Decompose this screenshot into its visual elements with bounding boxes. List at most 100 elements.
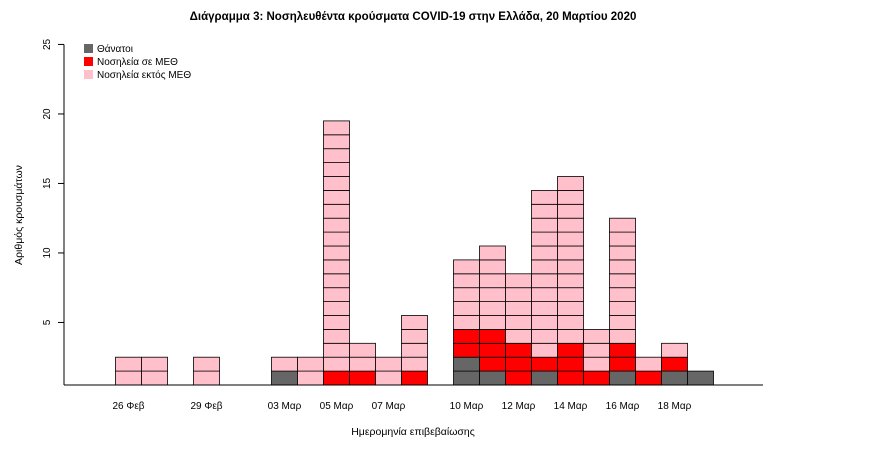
bar-segment-ward xyxy=(271,356,298,372)
x-tick-label: 29 Φεβ xyxy=(190,401,222,412)
bar-segment-ward xyxy=(453,287,480,303)
legend-label-deaths: Θάνατοι xyxy=(97,43,133,55)
y-tick-label: 15 xyxy=(42,177,53,189)
bar-segment-ward xyxy=(323,287,350,303)
bar-segment-ward xyxy=(349,356,376,372)
legend: Θάνατοι Νοσηλεία σε ΜΕΘ Νοσηλεία εκτός Μ… xyxy=(84,43,191,81)
bar-stack xyxy=(479,245,506,386)
bars xyxy=(115,120,714,386)
bar-segment-ward xyxy=(609,259,636,275)
bar-segment-icu xyxy=(453,328,480,344)
legend-swatch-ward xyxy=(84,70,93,79)
bar-segment-ward xyxy=(557,315,584,330)
bar-segment-deaths xyxy=(687,370,714,386)
bar-segment-icu xyxy=(609,342,636,358)
legend-label-ward: Νοσηλεία εκτός ΜΕΘ xyxy=(97,69,191,81)
bar-segment-ward xyxy=(141,356,168,372)
bar-segment-ward xyxy=(531,342,558,358)
bar-segment-ward xyxy=(453,273,480,289)
bar-segment-ward xyxy=(401,342,428,358)
bar-stack xyxy=(661,342,688,386)
bar-segment-ward xyxy=(375,356,402,372)
bar-stack xyxy=(271,356,298,386)
bar-segment-icu xyxy=(583,370,610,386)
bar-segment-ward xyxy=(609,245,636,261)
bar-segment-ward xyxy=(323,120,350,136)
bar-segment-ward xyxy=(323,273,350,289)
bar-segment-deaths xyxy=(453,370,480,386)
bar-segment-ward xyxy=(323,231,350,247)
bar-segment-deaths xyxy=(661,370,688,386)
bar-segment-ward xyxy=(479,315,506,330)
bar-segment-ward xyxy=(557,176,584,191)
bar-segment-icu xyxy=(635,370,662,386)
bar-segment-ward xyxy=(531,203,558,219)
bar-segment-ward xyxy=(609,287,636,303)
bar-stack xyxy=(141,356,168,386)
bar-stack xyxy=(531,189,558,386)
bar-segment-icu xyxy=(505,370,532,386)
x-tick-label: 14 Μαρ xyxy=(554,401,588,412)
bar-stack xyxy=(401,315,428,386)
x-tick-label: 16 Μαρ xyxy=(606,401,640,412)
bar-segment-ward xyxy=(479,245,506,261)
bar-segment-icu xyxy=(557,342,584,358)
bar-segment-ward xyxy=(531,245,558,261)
bar-segment-icu xyxy=(401,370,428,386)
bar-segment-ward xyxy=(609,301,636,316)
y-tick-label: 20 xyxy=(42,108,53,120)
bar-segment-deaths xyxy=(531,370,558,386)
legend-label-icu: Νοσηλεία σε ΜΕΘ xyxy=(97,56,178,68)
bar-segment-ward xyxy=(323,315,350,330)
bar-segment-ward xyxy=(557,203,584,219)
bar-segment-ward xyxy=(609,315,636,330)
bar-segment-ward xyxy=(609,217,636,233)
bar-stack xyxy=(583,328,610,386)
y-tick-label: 5 xyxy=(42,319,53,325)
bar-segment-ward xyxy=(557,328,584,344)
y-tick-label: 25 xyxy=(42,38,53,50)
bar-segment-ward xyxy=(323,259,350,275)
bar-segment-ward xyxy=(505,287,532,303)
bar-stack xyxy=(609,217,636,386)
x-tick-label: 18 Μαρ xyxy=(658,401,692,412)
bar-segment-icu xyxy=(557,370,584,386)
bar-stack xyxy=(297,356,324,386)
bar-segment-deaths xyxy=(453,356,480,372)
bar-segment-ward xyxy=(297,370,324,386)
bar-segment-ward xyxy=(193,356,220,372)
bar-segment-deaths xyxy=(271,370,298,386)
bar-stack xyxy=(323,120,350,386)
bar-segment-ward xyxy=(193,370,220,386)
bar-segment-ward xyxy=(583,342,610,358)
bar-segment-ward xyxy=(505,328,532,344)
legend-swatch-icu xyxy=(84,57,93,66)
bar-stack xyxy=(193,356,220,386)
bar-stack xyxy=(687,370,714,386)
x-axis: 26 Φεβ 29 Φεβ 03 Μαρ 05 Μαρ 07 Μαρ 10 Μαρ 12 Μ… xyxy=(64,384,763,412)
bar-segment-icu xyxy=(479,342,506,358)
bar-segment-ward xyxy=(323,203,350,219)
bar-segment-ward xyxy=(349,342,376,358)
bar-segment-ward xyxy=(531,301,558,316)
bar-segment-ward xyxy=(375,370,402,386)
bar-segment-ward xyxy=(297,356,324,372)
bar-stack xyxy=(115,356,142,386)
bar-segment-ward xyxy=(323,162,350,177)
bar-segment-ward xyxy=(479,301,506,316)
y-tick-label: 10 xyxy=(42,247,53,259)
y-axis-label: Αριθμός κρουσμάτων xyxy=(13,165,25,265)
bar-segment-ward xyxy=(323,176,350,191)
bar-segment-ward xyxy=(557,287,584,303)
bar-segment-ward xyxy=(453,315,480,330)
x-tick-label: 12 Μαρ xyxy=(502,401,536,412)
bar-segment-ward xyxy=(531,273,558,289)
bar-segment-ward xyxy=(479,287,506,303)
bar-segment-icu xyxy=(349,370,376,386)
bar-segment-ward xyxy=(401,328,428,344)
bar-segment-ward xyxy=(557,231,584,247)
bar-segment-ward xyxy=(583,328,610,344)
bar-segment-ward xyxy=(505,301,532,316)
bar-segment-ward xyxy=(557,245,584,261)
bar-segment-ward xyxy=(479,273,506,289)
